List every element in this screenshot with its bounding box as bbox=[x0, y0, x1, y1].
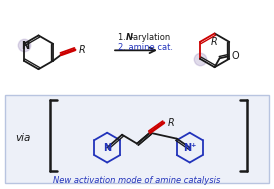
Text: R: R bbox=[211, 37, 218, 47]
Text: N: N bbox=[103, 143, 111, 153]
Bar bbox=[5, 95, 269, 183]
Text: N: N bbox=[126, 33, 133, 42]
Text: New activation mode of amine catalysis: New activation mode of amine catalysis bbox=[53, 176, 221, 185]
Text: R: R bbox=[168, 118, 175, 128]
Text: 2. amine cat.: 2. amine cat. bbox=[118, 43, 173, 52]
Text: N: N bbox=[21, 41, 29, 51]
Text: -arylation: -arylation bbox=[131, 33, 171, 42]
Text: R: R bbox=[79, 45, 86, 55]
Text: O: O bbox=[232, 51, 239, 61]
Text: N⁺: N⁺ bbox=[183, 143, 196, 153]
Text: 1.: 1. bbox=[118, 33, 129, 42]
Text: via: via bbox=[15, 133, 30, 143]
